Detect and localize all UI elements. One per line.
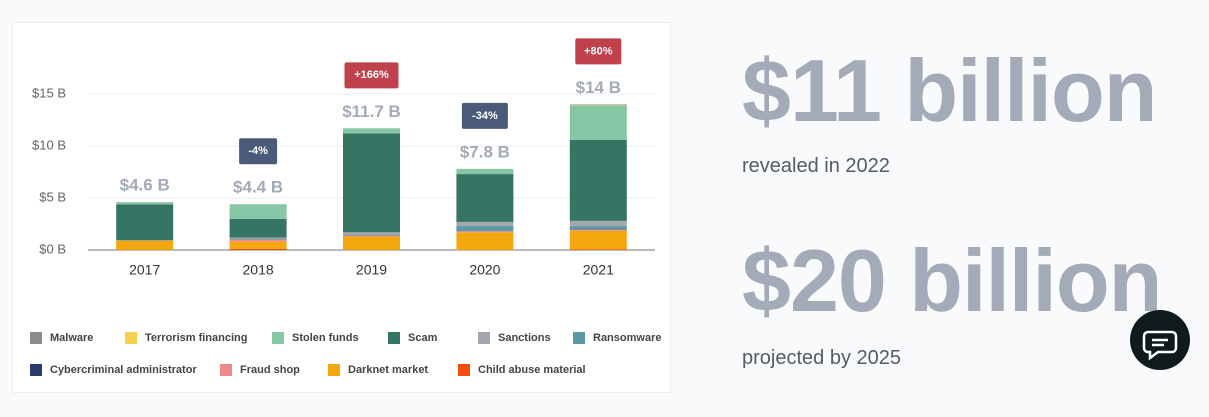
bar-segment <box>456 221 514 227</box>
x-tick-label: 2021 <box>583 262 614 278</box>
legend-label: Ransomware <box>593 332 661 344</box>
stat-caption: revealed in 2022 <box>742 155 890 177</box>
bar-segment <box>343 232 400 235</box>
bar-segment <box>116 204 174 241</box>
change-label: -4% <box>248 145 268 157</box>
bar-segment <box>229 238 287 240</box>
change-badge <box>575 38 622 65</box>
stat-caption: projected by 2025 <box>742 347 902 369</box>
y-tick-label: $0 B <box>39 241 66 256</box>
legend-label: Stolen funds <box>292 332 359 344</box>
y-tick-label: $10 B <box>32 137 66 152</box>
total-label: $11.7 B <box>342 102 401 121</box>
bar-segment <box>229 239 287 242</box>
bar-segment <box>343 235 400 237</box>
legend-swatch <box>458 364 470 376</box>
change-label: +80% <box>584 45 613 57</box>
legend-swatch <box>328 364 340 376</box>
x-tick-label: 2019 <box>356 262 387 278</box>
legend-label: Cybercriminal administrator <box>50 364 197 376</box>
chat-icon <box>1142 330 1178 361</box>
total-label: $4.6 B <box>120 176 170 195</box>
bar-segment <box>229 204 287 219</box>
bar-segment <box>569 230 627 250</box>
change-badge <box>239 138 278 165</box>
bar-segment <box>229 248 287 250</box>
bar-segment <box>456 168 514 175</box>
legend-label: Child abuse material <box>478 364 586 376</box>
bar-segment <box>456 232 514 250</box>
bar-segment <box>229 237 287 239</box>
x-tick-label: 2017 <box>129 262 160 278</box>
total-label: $14 B <box>576 78 621 97</box>
bar-segment <box>116 202 174 205</box>
change-badge <box>344 62 399 89</box>
bar-segment <box>229 218 287 238</box>
legend-swatch <box>478 332 490 344</box>
bar-segment <box>569 105 627 140</box>
change-label: -34% <box>472 110 498 122</box>
bar-segment <box>569 104 627 105</box>
bar-segment <box>229 241 287 249</box>
bar-segment <box>569 229 627 231</box>
total-label: $4.4 B <box>233 178 283 197</box>
x-tick-label: 2020 <box>469 262 500 278</box>
bar-segment <box>343 236 400 250</box>
stat-value: $20 billion <box>742 231 1162 330</box>
bar-segment <box>116 240 174 250</box>
y-tick-label: $5 B <box>39 189 66 204</box>
legend-label: Fraud shop <box>240 364 300 376</box>
legend-label: Sanctions <box>498 332 551 344</box>
legend-swatch <box>30 332 42 344</box>
chat-button[interactable] <box>1130 310 1190 370</box>
bar-segment <box>343 128 400 134</box>
stat-value: $11 billion <box>742 41 1157 140</box>
bar-segment <box>343 234 400 236</box>
bar-segment <box>569 249 627 250</box>
legend-label: Scam <box>408 332 438 344</box>
chart: $0 B $5 B $10 B $15 B 2017 $4.6 B 2018 $4.4 B -4… <box>12 22 671 393</box>
x-tick-label: 2018 <box>243 262 274 278</box>
legend-swatch <box>220 364 232 376</box>
legend-swatch <box>388 332 400 344</box>
legend-label: Malware <box>50 332 93 344</box>
legend-swatch <box>272 332 284 344</box>
bar-segment <box>569 229 627 230</box>
bar-segment <box>569 139 627 221</box>
legend-swatch <box>30 364 42 376</box>
change-badge <box>461 102 508 129</box>
total-label: $7.8 B <box>460 142 510 161</box>
bar-segment <box>343 133 400 233</box>
bar-segment <box>456 226 514 232</box>
legend-swatch <box>125 332 137 344</box>
legend-label: Terrorism financing <box>145 332 247 344</box>
bar-segment <box>456 231 514 233</box>
y-tick-label: $15 B <box>32 85 66 100</box>
legend-swatch <box>573 332 585 344</box>
bar-segment <box>569 104 627 106</box>
legend-label: Darknet market <box>348 364 428 376</box>
bar-segment <box>569 220 627 227</box>
change-label: +166% <box>354 69 389 81</box>
bar-segment <box>456 174 514 222</box>
bar-segment <box>569 226 627 230</box>
